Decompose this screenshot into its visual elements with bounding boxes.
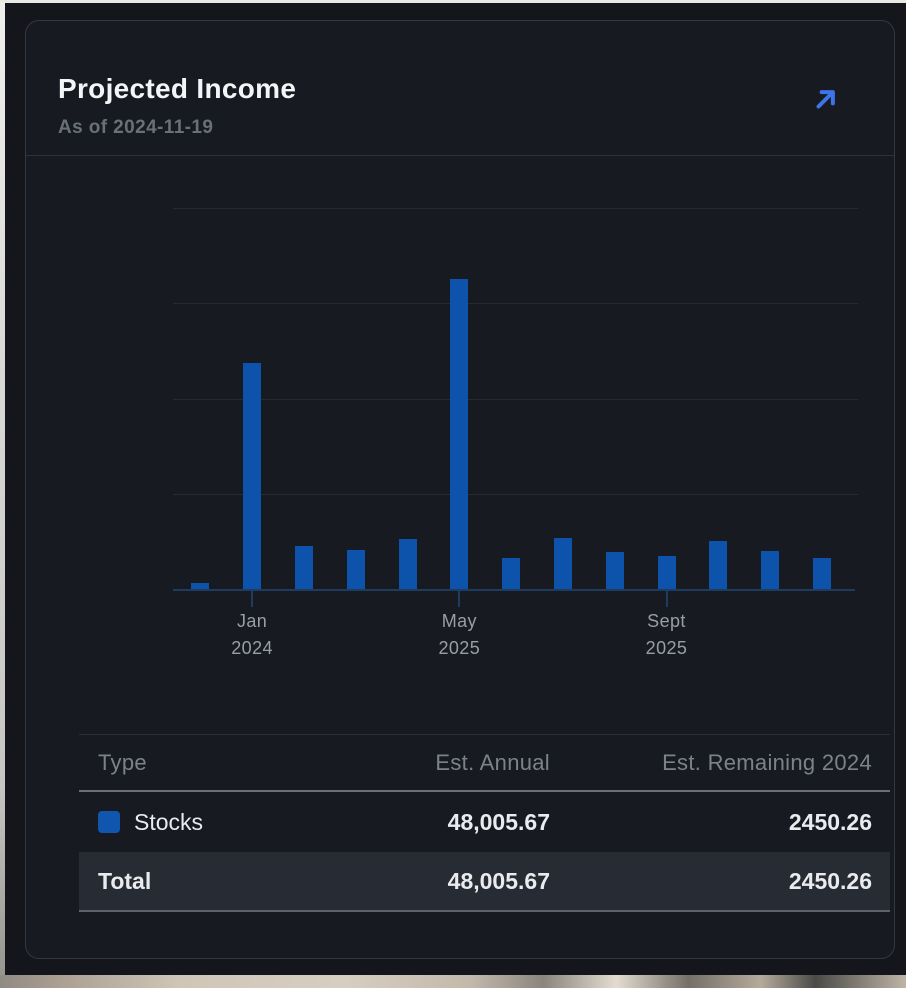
stocks-est-remaining-value: 2450.26 [788, 808, 872, 835]
bar-aug-8[interactable] [605, 552, 624, 589]
table-row-total: Total 48,005.67 2450.26 [79, 852, 890, 912]
table-header-row: Type Est. Annual Est. Remaining 2024 [79, 734, 890, 792]
total-est-remaining-value: 2450.26 [788, 867, 872, 894]
bar-dec-12[interactable] [812, 558, 831, 589]
bar-nov-11[interactable] [761, 551, 780, 589]
bar-jul-7[interactable] [553, 538, 572, 589]
stocks-est-annual-value: 48,005.67 [447, 808, 550, 835]
bar-mar-3[interactable] [346, 550, 365, 589]
column-header-type: Type [98, 749, 147, 775]
table-row-stocks[interactable]: Stocks 48,005.67 2450.26 [79, 792, 890, 852]
bar-apr-4[interactable] [398, 539, 417, 589]
bar-jan-1[interactable] [243, 362, 262, 589]
page-top-edge [0, 0, 906, 3]
column-header-est-remaining: Est. Remaining 2024 [662, 749, 872, 775]
background-photo-strip [0, 975, 906, 988]
column-header-est-annual: Est. Annual [435, 749, 550, 775]
page-left-edge [0, 2, 5, 982]
bar-may-5[interactable] [450, 278, 469, 589]
card-subtitle: As of 2024-11-19 [58, 117, 214, 138]
bar-dec-0[interactable] [191, 583, 210, 589]
expand-card-button[interactable] [806, 79, 846, 119]
bar-feb-2[interactable] [294, 546, 313, 589]
projected-income-card: Projected Income As of 2024-11-19 Type E… [25, 20, 895, 959]
income-table: Type Est. Annual Est. Remaining 2024 Sto… [79, 734, 890, 912]
bar-sept-9[interactable] [657, 556, 676, 589]
card-title: Projected Income [58, 73, 297, 104]
bar-oct-10[interactable] [709, 541, 728, 589]
stocks-legend-swatch [98, 811, 120, 833]
row-type-label: Stocks [134, 808, 204, 835]
card-header: Projected Income As of 2024-11-19 [26, 21, 894, 156]
total-est-annual-value: 48,005.67 [447, 867, 550, 894]
arrow-up-right-icon [811, 84, 841, 114]
bar-jun-6[interactable] [502, 558, 521, 589]
total-label: Total [98, 867, 152, 894]
